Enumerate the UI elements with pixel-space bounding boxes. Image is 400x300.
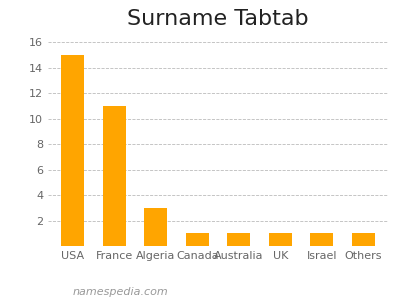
Bar	[227, 233, 250, 246]
Text: namespedia.com: namespedia.com	[72, 287, 168, 297]
Bar	[269, 233, 292, 246]
Bar	[144, 208, 167, 246]
Bar	[103, 106, 126, 246]
Title: Surname Tabtab: Surname Tabtab	[127, 9, 309, 29]
Bar	[352, 233, 374, 246]
Bar	[62, 55, 84, 246]
Bar	[186, 233, 209, 246]
Bar	[310, 233, 333, 246]
